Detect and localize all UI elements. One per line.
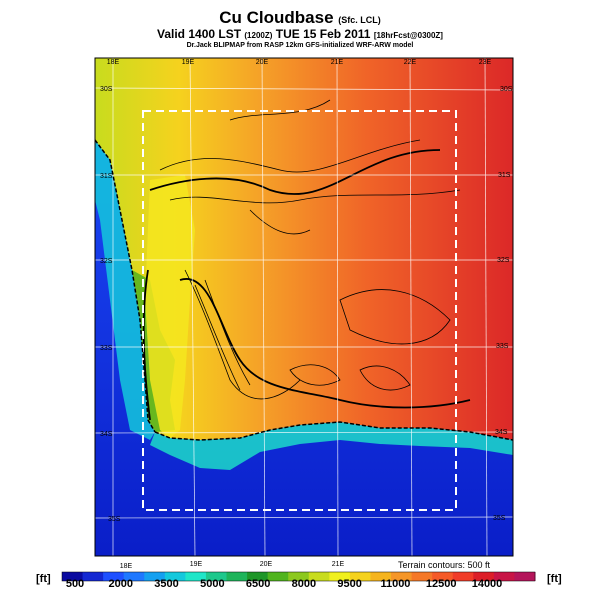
lon-label-top: 23E <box>479 59 492 66</box>
colorbar-label: 8000 <box>291 578 317 590</box>
colorbar-swatch <box>123 572 145 581</box>
lat-label-left: 31S <box>100 173 113 180</box>
lat-label-right: 31S <box>498 172 511 179</box>
map-frame <box>94 57 514 557</box>
colorbar <box>61 571 536 582</box>
colorbar-label: 500 <box>65 578 85 590</box>
colorbar-swatch <box>247 572 269 581</box>
colorbar-swatch <box>370 572 392 581</box>
terrain-note: Terrain contours: 500 ft <box>398 560 491 570</box>
map-title: Cu Cloudbase (Sfc. LCL) <box>219 8 381 27</box>
colorbar-label: 5000 <box>200 578 225 590</box>
colorbar-swatch <box>514 572 536 581</box>
colorbar-label: 11000 <box>380 578 411 590</box>
colorbar-swatch <box>493 572 515 581</box>
colorbar-swatch <box>144 572 166 581</box>
colorbar-unit-left: [ft] <box>36 573 51 585</box>
lat-lon-grid <box>95 58 513 556</box>
colorbar-swatch <box>103 572 125 581</box>
lat-label-right: 32S <box>497 257 510 264</box>
map-field <box>95 58 513 556</box>
lon-label-top: 20E <box>256 59 269 66</box>
yellow-inland-band <box>145 175 195 438</box>
colorbar-swatch <box>391 572 413 581</box>
lat-label-left: 30S <box>100 86 113 93</box>
bold-terrain-contours <box>142 149 471 421</box>
coastline-south <box>154 421 513 441</box>
colorbar-unit-right: [ft] <box>547 573 562 585</box>
lon-label-top: 19E <box>182 59 195 66</box>
lat-label-left: 35S <box>108 516 121 523</box>
colorbar-label: 2000 <box>108 578 134 590</box>
lat-label-right: 35S <box>493 515 506 522</box>
map-labels: 18E 19E 20E 21E 22E 23E 18E 19E 20E 21E … <box>100 59 513 570</box>
colorbar-label: 9500 <box>337 578 362 590</box>
lat-label-left: 32S <box>100 258 113 265</box>
colorbar-swatch <box>308 572 330 581</box>
coastal-cyan-band <box>95 140 155 440</box>
lon-label-bottom: 20E <box>260 561 273 568</box>
domain-inner-box <box>142 110 457 511</box>
lon-label-top: 22E <box>404 59 417 66</box>
lat-label-left: 33S <box>100 345 113 352</box>
colorbar-swatch <box>349 572 371 581</box>
colorbar-swatch <box>164 572 186 581</box>
lon-label-bottom: 21E <box>332 561 345 568</box>
colorbar-swatch <box>329 572 351 581</box>
colorbar-swatch <box>288 572 310 581</box>
valid-time: Valid 1400 LST (1200Z) TUE 15 Feb 2011 [… <box>157 27 443 41</box>
lon-label-top: 21E <box>331 59 344 66</box>
lat-label-right: 34S <box>495 429 508 436</box>
colorbar-swatch <box>432 572 454 581</box>
colorbar-swatch <box>473 572 495 581</box>
colorbar-swatch <box>62 572 84 581</box>
lat-label-right: 33S <box>496 343 509 350</box>
colorbar-label: 12500 <box>425 578 457 590</box>
colorbar-swatch <box>226 572 248 581</box>
lon-label-bottom: 18E <box>120 563 133 570</box>
colorbar-label: 14000 <box>471 578 503 590</box>
model-credit: Dr.Jack BLIPMAP from RASP 12km GFS-initi… <box>186 42 414 49</box>
colorbar-label: 3500 <box>154 578 179 590</box>
terrain-contours <box>159 99 461 400</box>
colorbar-swatch <box>205 572 228 581</box>
colorbar-swatch <box>185 572 207 581</box>
colorbar-label: 6500 <box>245 578 271 590</box>
coastline-west <box>95 139 156 433</box>
lon-label-bottom: 19E <box>190 561 203 568</box>
lat-label-left: 34S <box>100 431 113 438</box>
colorbar-swatch <box>452 572 474 581</box>
colorbar-swatch <box>82 572 104 581</box>
lat-label-right: 30S <box>500 86 513 93</box>
lon-label-top: 18E <box>107 59 120 66</box>
colorbar-swatch <box>411 572 433 581</box>
colorbar-frame <box>61 571 536 582</box>
south-coast-band <box>150 422 513 470</box>
colorbar-swatch <box>267 572 289 581</box>
